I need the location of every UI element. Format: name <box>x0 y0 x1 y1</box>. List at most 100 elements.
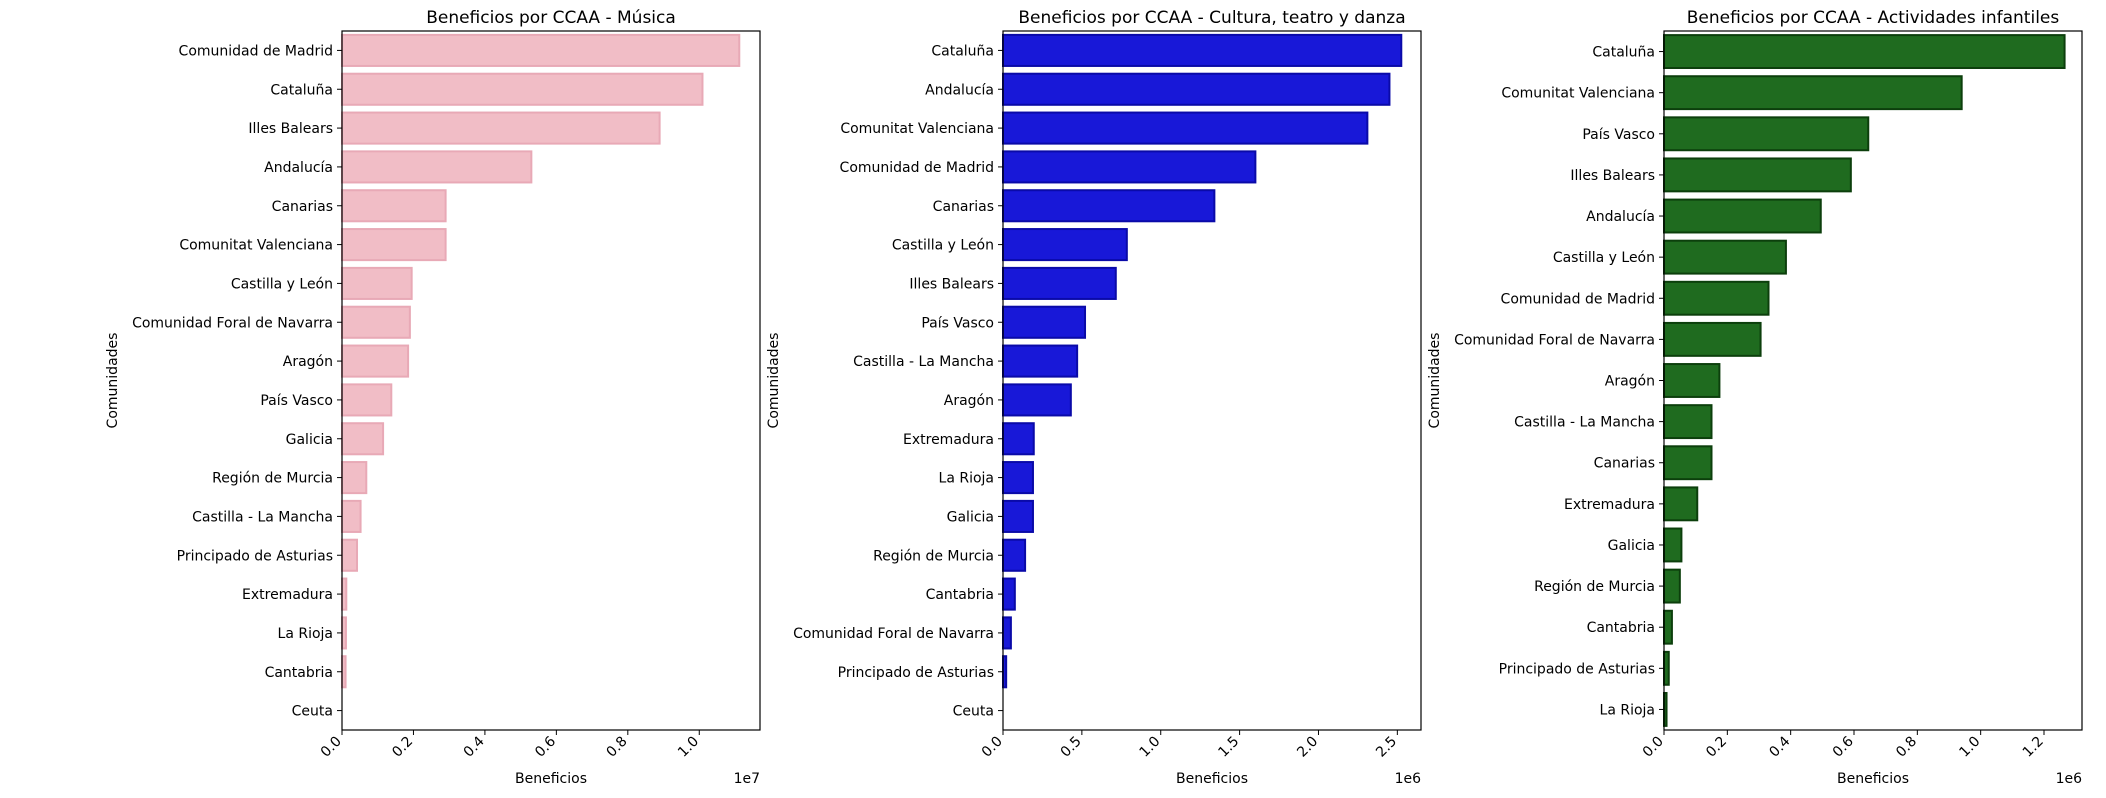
category-label: Castilla y León <box>892 238 994 254</box>
bar-comunidad-de-madrid <box>1002 150 1257 184</box>
bar-extremadura <box>341 577 348 611</box>
bar-cantabria <box>1663 609 1673 645</box>
category-label: País Vasco <box>921 315 994 331</box>
chart-title: Beneficios por CCAA - Actividades infant… <box>1687 8 2060 28</box>
bar-regi-n-de-murcia <box>1663 568 1681 604</box>
category-label: Principado de Asturias <box>177 548 333 564</box>
category-label: Comunidad de Madrid <box>179 43 333 59</box>
y-axis-label: Comunidades <box>1427 333 1443 429</box>
bar-illes-balears <box>1002 266 1117 300</box>
category-label: Cantabria <box>926 587 994 603</box>
bar-canarias <box>1002 189 1216 223</box>
bar-galicia <box>1002 499 1034 533</box>
category-label: Extremadura <box>903 432 994 448</box>
bar-catalu-a <box>1002 33 1403 67</box>
bar-andaluc-a <box>1663 198 1822 234</box>
x-axis-label: Beneficios <box>1176 771 1248 787</box>
bar-canarias <box>1663 445 1713 481</box>
y-axis-label: Comunidades <box>766 333 782 429</box>
category-label: Galicia <box>947 509 994 525</box>
category-label: Principado de Asturias <box>1499 661 1655 677</box>
bar-catalu-a <box>1663 34 2066 70</box>
plot-frame <box>1002 30 1422 731</box>
category-label: Canarias <box>272 199 333 215</box>
category-label: Extremadura <box>242 587 333 603</box>
bar-comunidad-de-madrid <box>1663 280 1770 316</box>
category-label: Andalucía <box>264 160 333 176</box>
bar-comunidad-foral-de-navarra <box>1002 616 1012 650</box>
category-label: Galicia <box>286 432 333 448</box>
category-label: Canarias <box>1594 456 1655 472</box>
plot-frame <box>341 30 761 731</box>
chart-panel-musica: Beneficios por CCAA - Música Comunidad de… <box>105 8 761 787</box>
bar-comunidad-foral-de-navarra <box>341 305 411 339</box>
category-label: Cantabria <box>1587 620 1655 636</box>
bar-canarias <box>341 189 447 223</box>
x-axis-label: Beneficios <box>515 771 587 787</box>
y-axis-label: Comunidades <box>105 333 121 429</box>
category-label: Comunidad Foral de Navarra <box>793 626 994 642</box>
category-label: Comunidad Foral de Navarra <box>1454 332 1655 348</box>
bar-pa-s-vasco <box>341 383 393 417</box>
category-label: Illes Balears <box>1570 168 1655 184</box>
category-label: Comunitat Valenciana <box>1501 86 1655 102</box>
bar-andaluc-a <box>1002 72 1391 106</box>
category-label: Galicia <box>1608 538 1655 554</box>
category-label: Cantabria <box>265 665 333 681</box>
category-label: Aragón <box>1605 374 1655 390</box>
bar-extremadura <box>1002 422 1035 456</box>
bar-castilla-la-mancha <box>1663 404 1713 440</box>
bar-andaluc-a <box>341 150 533 184</box>
category-label: Región de Murcia <box>873 548 994 564</box>
category-label: Andalucía <box>1586 209 1655 225</box>
x-axis-label: Beneficios <box>1837 771 1909 787</box>
category-label: Canarias <box>933 199 994 215</box>
bar-galicia <box>1663 527 1683 563</box>
category-label: La Rioja <box>1600 702 1655 718</box>
bar-principado-de-asturias <box>1663 650 1670 686</box>
category-label: Aragón <box>944 393 994 409</box>
chart-panel-cultura: Beneficios por CCAA - Cultura, teatro y … <box>766 8 1422 787</box>
bar-castilla-y-le-n <box>341 266 413 300</box>
category-label: Cataluña <box>270 82 333 98</box>
category-label: Andalucía <box>925 82 994 98</box>
category-label: Principado de Asturias <box>838 665 994 681</box>
category-label: Comunitat Valenciana <box>179 238 333 254</box>
bar-pa-s-vasco <box>1663 116 1870 152</box>
bar-illes-balears <box>341 111 661 145</box>
category-label: Comunidad de Madrid <box>1501 291 1655 307</box>
category-label: Cataluña <box>931 43 994 59</box>
bar-castilla-la-mancha <box>341 499 362 533</box>
chart-title: Beneficios por CCAA - Música <box>426 8 676 28</box>
x-axis-offset-label: 1e6 <box>2056 771 2083 787</box>
bar-la-rioja <box>1002 461 1034 495</box>
bar-regi-n-de-murcia <box>1002 538 1027 572</box>
category-label: Ceuta <box>953 704 994 720</box>
bar-castilla-la-mancha <box>1002 344 1079 378</box>
category-label: País Vasco <box>1582 127 1655 143</box>
bar-illes-balears <box>1663 157 1852 193</box>
bar-galicia <box>341 422 385 456</box>
chart-title: Beneficios por CCAA - Cultura, teatro y … <box>1018 8 1405 28</box>
bar-castilla-y-le-n <box>1663 239 1787 275</box>
category-label: Región de Murcia <box>1534 579 1655 595</box>
plot-frame <box>1663 30 2083 731</box>
category-label: Castilla y León <box>231 276 333 292</box>
bar-arag-n <box>1002 383 1072 417</box>
bar-principado-de-asturias <box>341 538 359 572</box>
category-label: Comunitat Valenciana <box>840 121 994 137</box>
category-label: La Rioja <box>939 471 994 487</box>
category-label: La Rioja <box>278 626 333 642</box>
bar-regi-n-de-murcia <box>341 461 368 495</box>
category-label: Illes Balears <box>909 276 994 292</box>
category-label: Castilla - La Mancha <box>192 509 333 525</box>
bar-arag-n <box>1663 363 1721 398</box>
bar-comunidad-de-madrid <box>341 33 741 67</box>
category-label: Illes Balears <box>248 121 333 137</box>
bar-catalu-a <box>341 72 704 106</box>
category-label: Castilla y León <box>1553 250 1655 266</box>
bar-comunitat-valenciana <box>1002 111 1369 145</box>
bar-arag-n <box>341 344 410 378</box>
bar-castilla-y-le-n <box>1002 228 1128 262</box>
